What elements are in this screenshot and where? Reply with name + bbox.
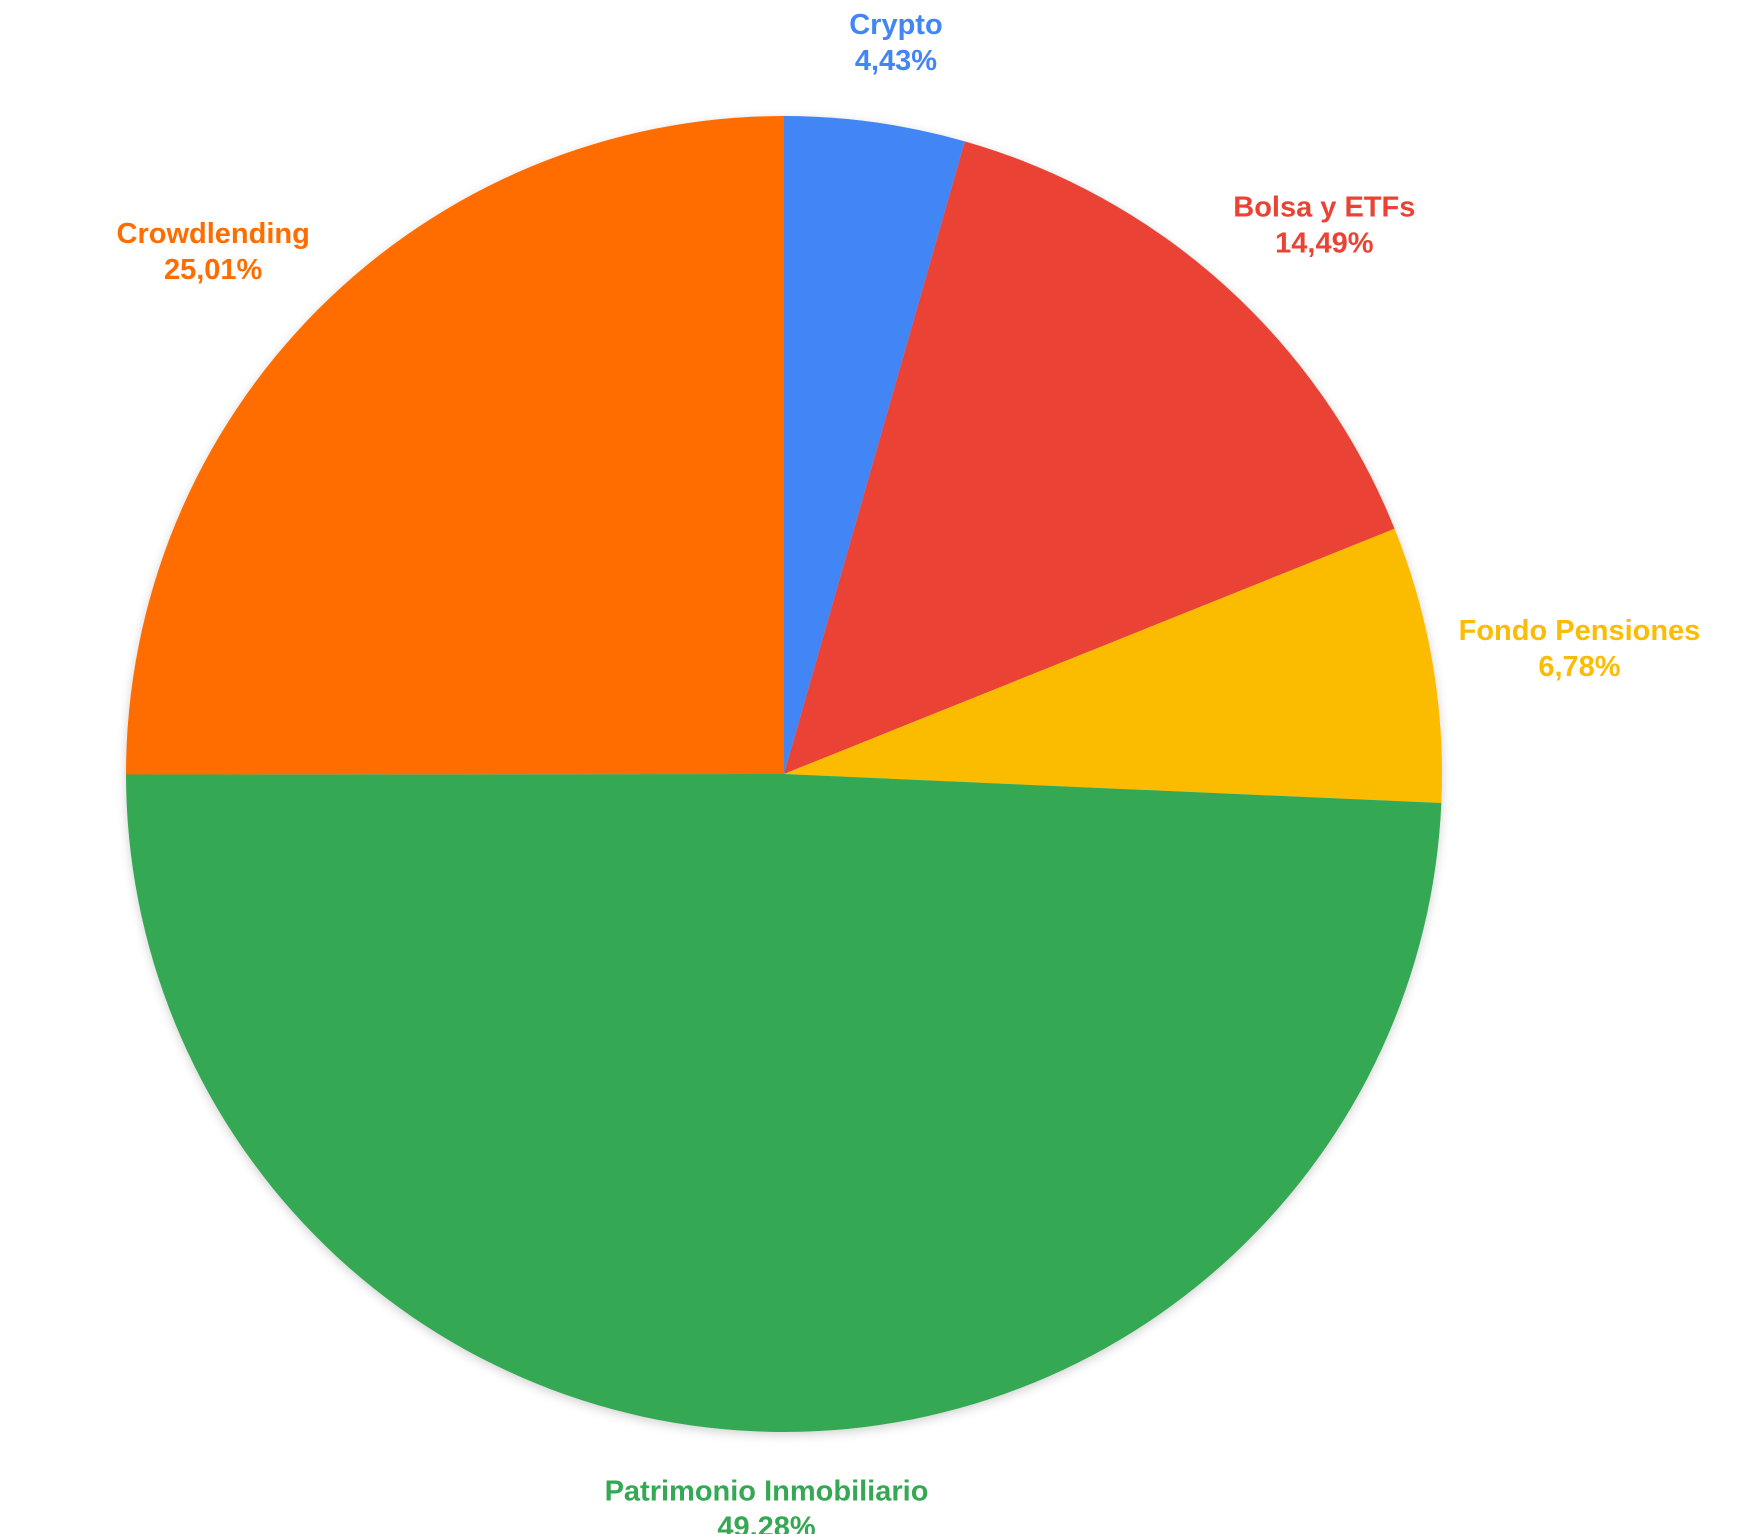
slice-label: Crowdlending (117, 218, 310, 250)
slice-value-label: 6,78% (1538, 651, 1620, 683)
pie-slice (784, 528, 1443, 804)
slice-label: Bolsa y ETFs (1233, 191, 1415, 223)
slice-value-label: 14,49% (1275, 227, 1374, 259)
slice-label: Fondo Pensiones (1459, 615, 1701, 647)
pie-slice (784, 141, 1395, 774)
slice-label: Crypto (849, 9, 942, 41)
slice-value-label: 25,01% (164, 254, 263, 286)
pie (126, 116, 1443, 1433)
pie-slice (784, 116, 965, 774)
slice-value-label: 4,43% (855, 45, 937, 77)
pie-slice (126, 774, 1442, 1433)
slice-value-label: 49,28% (717, 1511, 816, 1534)
slice-label: Patrimonio Inmobiliario (605, 1475, 929, 1507)
pie-slice (126, 116, 784, 775)
